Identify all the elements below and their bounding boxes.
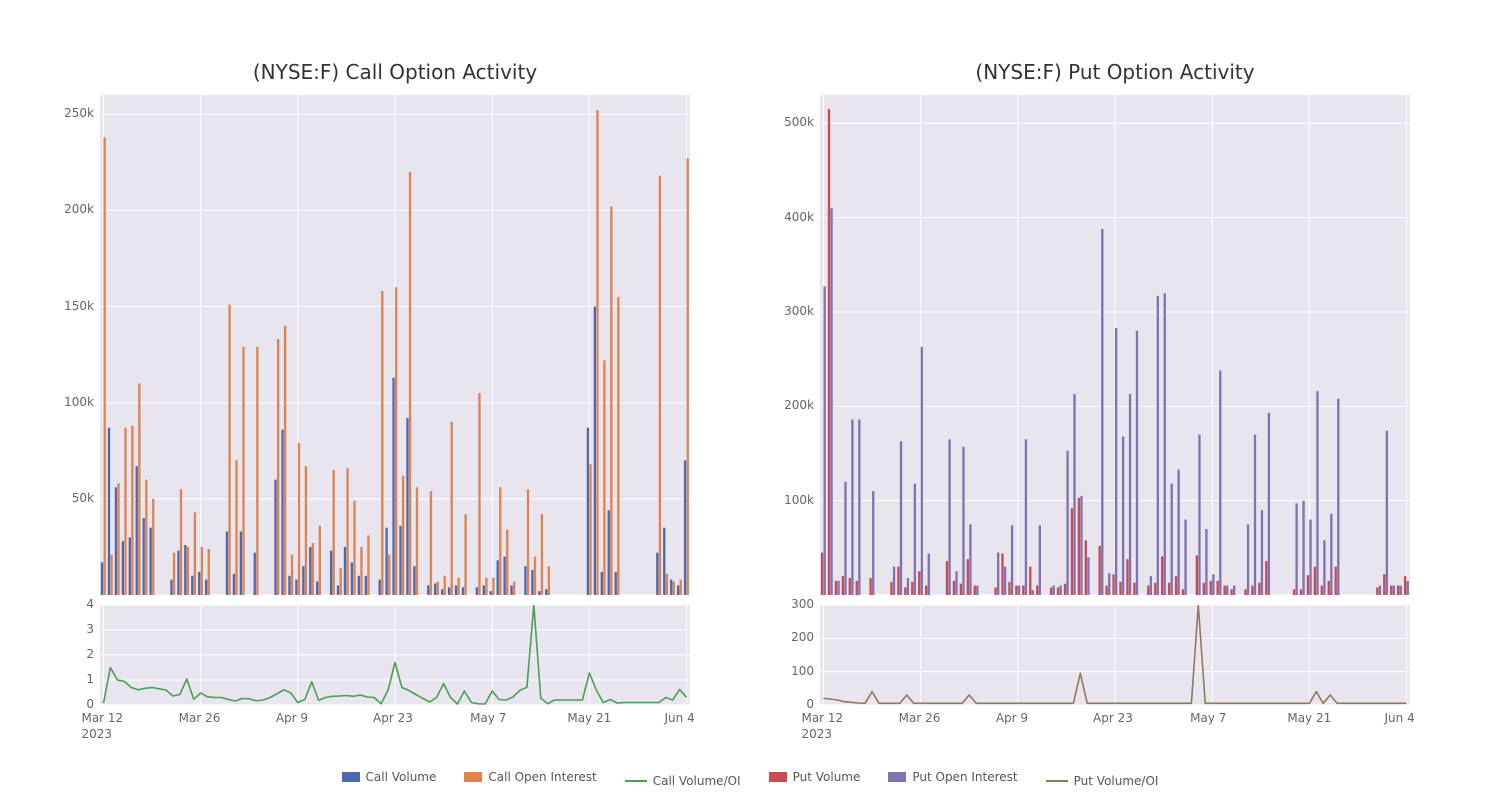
- x-tick-label: Apr 9: [996, 711, 1028, 725]
- x-tick-label: Apr 23: [1093, 711, 1133, 725]
- x-tick-label: Mar 12: [81, 711, 123, 725]
- x-year-label: 2023: [81, 727, 112, 741]
- y-tick-label: 200: [791, 630, 814, 644]
- y-tick-label: 150k: [64, 299, 94, 313]
- legend-swatch: [769, 772, 787, 782]
- x-tick-label: Mar 26: [899, 711, 941, 725]
- y-tick-label: 100k: [64, 395, 94, 409]
- y-tick-label: 200k: [784, 398, 814, 412]
- call-ratio-chart: [100, 605, 690, 705]
- legend-label: Put Volume: [793, 770, 861, 784]
- x-tick-label: May 7: [1190, 711, 1226, 725]
- legend-item: Put Open Interest: [888, 770, 1017, 784]
- y-tick-label: 2: [86, 647, 94, 661]
- legend-swatch: [888, 772, 906, 782]
- y-tick-label: 250k: [64, 106, 94, 120]
- y-tick-label: 100k: [784, 493, 814, 507]
- y-tick-label: 300k: [784, 304, 814, 318]
- put-ratio-chart: [820, 605, 1410, 705]
- x-year-label: 2023: [801, 727, 832, 741]
- x-tick-label: May 7: [470, 711, 506, 725]
- y-tick-label: 3: [86, 622, 94, 636]
- legend-swatch: [1046, 780, 1068, 782]
- legend-item: Put Volume/OI: [1046, 774, 1159, 788]
- y-tick-label: 4: [86, 597, 94, 611]
- x-tick-label: May 21: [1287, 711, 1331, 725]
- y-tick-label: 500k: [784, 115, 814, 129]
- legend-item: Call Open Interest: [464, 770, 596, 784]
- x-tick-label: Jun 4: [665, 711, 695, 725]
- legend: Call Volume Call Open Interest Call Volume…: [0, 770, 1500, 788]
- y-tick-label: 1: [86, 672, 94, 686]
- x-tick-label: Apr 23: [373, 711, 413, 725]
- legend-item: Call Volume/OI: [625, 774, 741, 788]
- call-chart-title: (NYSE:F) Call Option Activity: [100, 60, 690, 84]
- y-tick-label: 0: [806, 697, 814, 711]
- legend-swatch: [342, 772, 360, 782]
- x-tick-label: Mar 26: [179, 711, 221, 725]
- y-tick-label: 400k: [784, 210, 814, 224]
- put-chart-title: (NYSE:F) Put Option Activity: [820, 60, 1410, 84]
- figure: (NYSE:F) Call Option Activity (NYSE:F) P…: [0, 0, 1500, 800]
- y-tick-label: 300: [791, 597, 814, 611]
- y-tick-label: 200k: [64, 202, 94, 216]
- legend-label: Call Volume/OI: [653, 774, 741, 788]
- legend-item: Put Volume: [769, 770, 861, 784]
- legend-swatch: [464, 772, 482, 782]
- y-tick-label: 50k: [72, 491, 94, 505]
- legend-label: Put Open Interest: [912, 770, 1017, 784]
- x-tick-label: May 21: [567, 711, 611, 725]
- legend-label: Put Volume/OI: [1074, 774, 1159, 788]
- x-tick-label: Jun 4: [1385, 711, 1415, 725]
- legend-label: Call Volume: [366, 770, 437, 784]
- legend-label: Call Open Interest: [488, 770, 596, 784]
- legend-swatch: [625, 780, 647, 782]
- legend-item: Call Volume: [342, 770, 437, 784]
- x-tick-label: Mar 12: [801, 711, 843, 725]
- call-bar-chart: [100, 95, 690, 595]
- y-tick-label: 0: [86, 697, 94, 711]
- put-bar-chart: [820, 95, 1410, 595]
- y-tick-label: 100: [791, 664, 814, 678]
- x-tick-label: Apr 9: [276, 711, 308, 725]
